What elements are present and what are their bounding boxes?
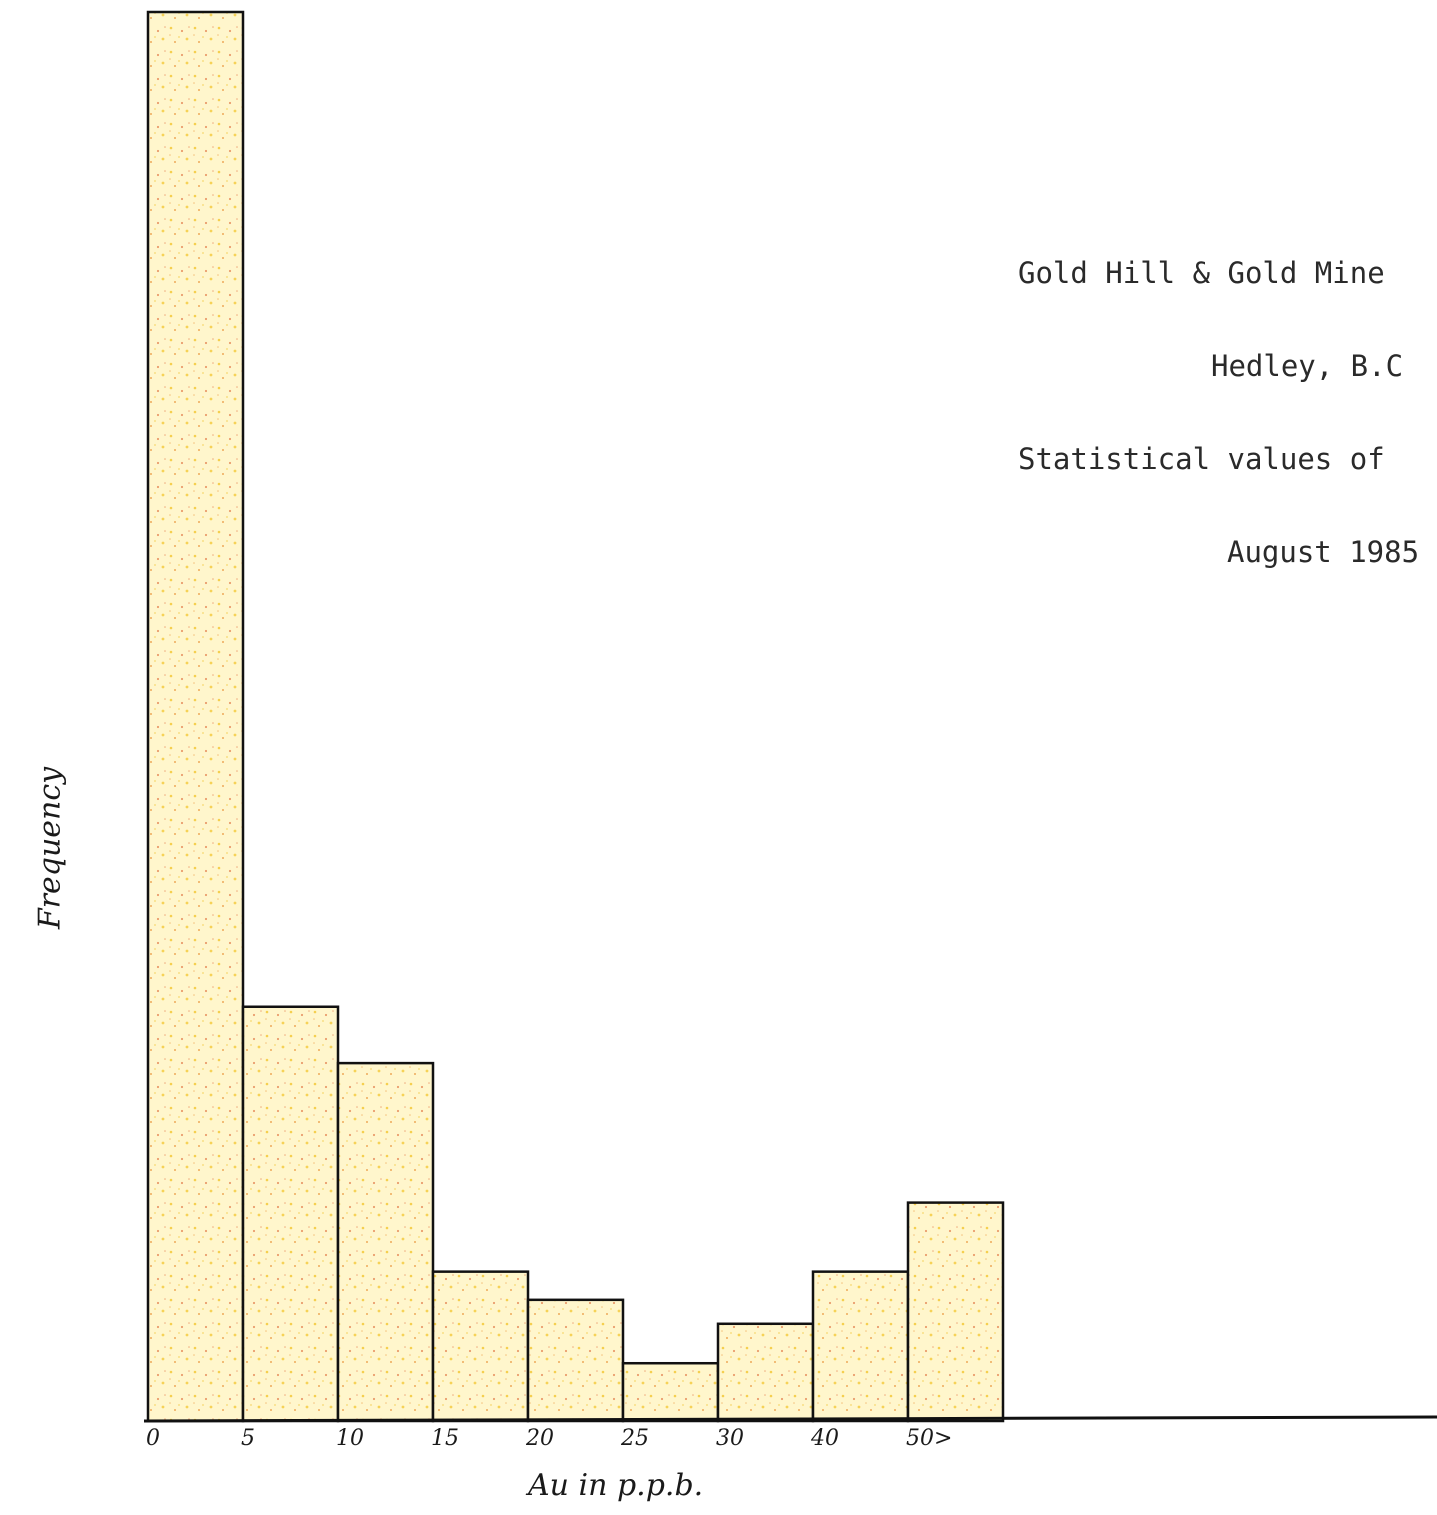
histogram-bar-2 bbox=[241, 1005, 340, 1423]
x-tick-label-9: 50> bbox=[906, 1426, 952, 1451]
y-axis-label: Frequency bbox=[32, 766, 68, 930]
x-tick-label-8: 40 bbox=[810, 1426, 839, 1451]
axis-layer bbox=[143, 1415, 1437, 1423]
histogram-bar-5 bbox=[526, 1298, 625, 1423]
x-tick-label-1: 0 bbox=[146, 1426, 160, 1451]
histogram-bar-8 bbox=[811, 1270, 910, 1423]
x-tick-label-4: 15 bbox=[431, 1426, 459, 1451]
tick-labels-layer: 0 5 10 15 20 25 30 40 50> bbox=[146, 1426, 952, 1451]
title-line-3: Statistical values of bbox=[1018, 442, 1385, 476]
histogram-bar-3 bbox=[336, 1061, 435, 1423]
title-line-1: Gold Hill & Gold Mine bbox=[1018, 256, 1385, 290]
title-line-4: August 1985 bbox=[1227, 535, 1420, 569]
x-tick-label-2: 5 bbox=[241, 1426, 255, 1451]
histogram-bar-1 bbox=[146, 10, 245, 1423]
histogram-bar-7 bbox=[716, 1322, 815, 1423]
x-tick-label-6: 25 bbox=[620, 1426, 649, 1451]
histogram-bar-4 bbox=[431, 1270, 530, 1423]
x-axis-label: Au in p.p.b. bbox=[528, 1468, 704, 1503]
title-line-2: Hedley, B.C bbox=[1211, 349, 1404, 383]
x-axis-line bbox=[143, 1415, 1437, 1423]
chart-title-block: Gold Hill & Gold Mine Hedley, B.C Statis… bbox=[1018, 196, 1437, 630]
x-tick-label-3: 10 bbox=[336, 1426, 364, 1451]
histogram-bar-9 bbox=[906, 1201, 1005, 1423]
x-tick-label-7: 30 bbox=[716, 1426, 744, 1451]
x-tick-label-5: 20 bbox=[525, 1426, 554, 1451]
bars-layer bbox=[146, 10, 1005, 1423]
histogram-bar-6 bbox=[621, 1361, 720, 1423]
